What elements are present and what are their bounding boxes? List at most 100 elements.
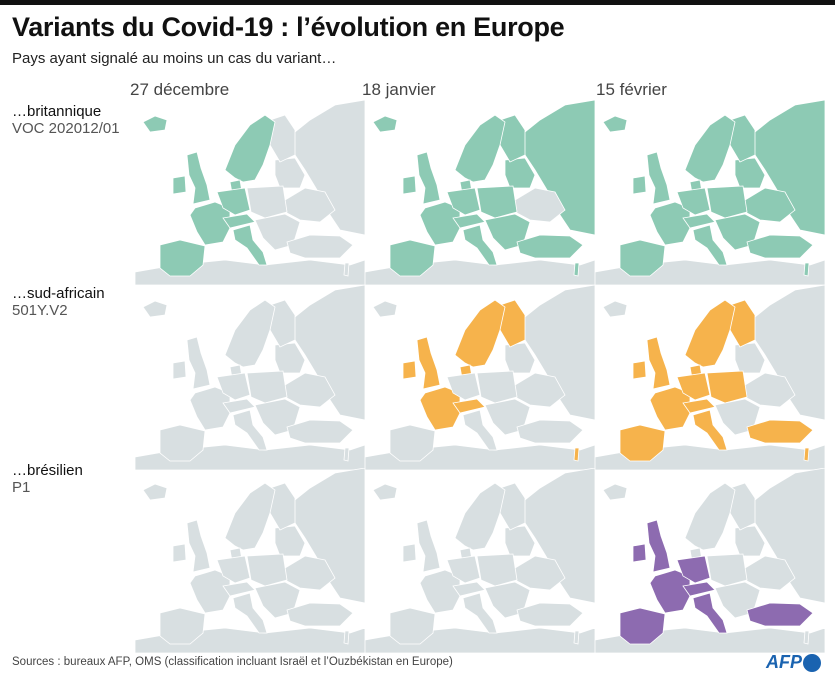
europe-map	[134, 284, 366, 471]
country-iberia	[159, 239, 206, 277]
country-israel	[803, 447, 810, 462]
country-israel	[343, 262, 350, 277]
country-france	[649, 386, 691, 431]
subtitle: Pays ayant signalé au moins un cas du va…	[12, 50, 337, 67]
afp-logo-text: AFP	[766, 652, 802, 672]
country-switzerland	[222, 213, 256, 229]
country-central	[476, 370, 518, 404]
country-germany	[446, 187, 481, 216]
row-label-bresilien: …brésilien P1	[12, 462, 83, 496]
country-turkey	[746, 234, 814, 259]
country-ukraine	[744, 555, 796, 591]
country-israel	[573, 447, 580, 462]
variant-code: 501Y.V2	[12, 302, 68, 319]
country-russia	[284, 99, 366, 236]
country-iceland	[602, 115, 628, 133]
country-iberia	[389, 607, 436, 645]
country-iceland	[142, 483, 168, 501]
country-switzerland	[222, 581, 256, 597]
country-turkey	[746, 419, 814, 444]
country-israel	[343, 447, 350, 462]
country-central	[706, 370, 748, 404]
country-uk	[186, 151, 211, 205]
country-iceland	[602, 300, 628, 318]
country-israel	[803, 630, 810, 645]
row-label-sud-africain: …sud-africain 501Y.V2	[12, 285, 105, 319]
country-russia	[284, 467, 366, 604]
country-italy	[232, 409, 268, 451]
country-uk	[646, 336, 671, 390]
country-baltics	[274, 525, 306, 557]
country-central	[706, 553, 748, 587]
country-germany	[446, 555, 481, 584]
variant-name: …britannique	[12, 103, 102, 120]
map-panel-sud_africain-2	[594, 284, 826, 471]
country-italy	[692, 592, 728, 634]
afp-logo: AFP	[766, 652, 821, 673]
country-scandinavia	[684, 299, 736, 368]
country-iberia	[619, 607, 666, 645]
country-scandinavia	[224, 299, 276, 368]
europe-map	[594, 467, 826, 654]
country-baltics	[734, 342, 766, 374]
country-italy	[232, 592, 268, 634]
map-panel-sud_africain-1	[364, 284, 596, 471]
country-scandinavia	[684, 482, 736, 551]
country-france	[649, 569, 691, 614]
country-switzerland	[682, 213, 716, 229]
country-turkey	[746, 602, 814, 627]
country-scandinavia	[454, 114, 506, 183]
country-baltics	[734, 525, 766, 557]
country-uk	[646, 151, 671, 205]
country-germany	[216, 555, 251, 584]
variant-name: …sud-africain	[12, 285, 105, 302]
country-ukraine	[284, 555, 336, 591]
map-panel-sud_africain-0	[134, 284, 366, 471]
europe-map	[134, 99, 366, 286]
country-ireland	[402, 360, 417, 380]
country-iberia	[619, 239, 666, 277]
page-title: Variants du Covid-19 : l’évolution en Eu…	[12, 12, 565, 42]
country-ireland	[172, 543, 187, 563]
variant-name: …brésilien	[12, 462, 83, 479]
country-iceland	[372, 483, 398, 501]
country-switzerland	[222, 398, 256, 414]
country-ukraine	[744, 372, 796, 408]
date-label: 27 décembre	[130, 80, 230, 99]
country-russia	[744, 467, 826, 604]
country-italy	[462, 224, 498, 266]
country-ukraine	[284, 372, 336, 408]
country-baltics	[274, 157, 306, 189]
country-russia	[514, 467, 596, 604]
country-central	[246, 185, 288, 219]
country-uk	[416, 519, 441, 573]
country-france	[419, 569, 461, 614]
row-label-britannique: …britannique VOC 202012/01	[12, 103, 120, 137]
country-turkey	[516, 419, 584, 444]
country-central	[246, 370, 288, 404]
country-france	[189, 386, 231, 431]
country-france	[649, 201, 691, 246]
country-ukraine	[514, 555, 566, 591]
country-italy	[692, 224, 728, 266]
country-central	[706, 185, 748, 219]
map-panel-britannique-2	[594, 99, 826, 286]
country-france	[419, 201, 461, 246]
country-germany	[676, 555, 711, 584]
country-italy	[462, 409, 498, 451]
country-ukraine	[514, 372, 566, 408]
country-switzerland	[452, 398, 486, 414]
country-russia	[744, 284, 826, 421]
country-germany	[676, 372, 711, 401]
country-switzerland	[682, 581, 716, 597]
map-panel-bresilien-0	[134, 467, 366, 654]
country-scandinavia	[224, 114, 276, 183]
country-ireland	[632, 175, 647, 195]
map-panel-britannique-1	[364, 99, 596, 286]
country-ireland	[632, 543, 647, 563]
country-ireland	[172, 360, 187, 380]
variant-code: VOC 202012/01	[12, 120, 120, 137]
country-iberia	[159, 424, 206, 462]
country-ireland	[402, 543, 417, 563]
map-panel-bresilien-1	[364, 467, 596, 654]
